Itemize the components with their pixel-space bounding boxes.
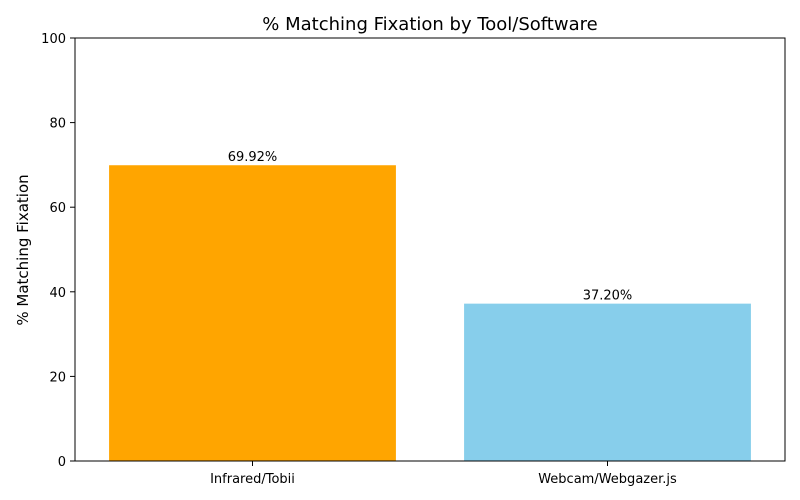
bar-2 bbox=[464, 303, 751, 461]
bar-1 bbox=[109, 165, 396, 461]
data-label-2: 37.20% bbox=[583, 289, 633, 304]
chart-title: % Matching Fixation by Tool/Software bbox=[262, 14, 597, 35]
y-tick-label-6: 100 bbox=[41, 32, 66, 47]
data-label-1: 69.92% bbox=[228, 150, 278, 165]
y-tick-label-3: 40 bbox=[49, 286, 66, 301]
y-tick-label-1: 0 bbox=[58, 455, 66, 470]
x-tick-label-1: Infrared/Tobii bbox=[210, 472, 295, 487]
x-tick-label-2: Webcam/Webgazer.js bbox=[538, 472, 677, 487]
y-tick-label-5: 80 bbox=[49, 117, 66, 132]
plot-frame bbox=[74, 37, 786, 462]
y-tick-label-2: 20 bbox=[49, 370, 66, 385]
y-tick-label-4: 60 bbox=[49, 201, 66, 216]
y-axis-label: % Matching Fixation bbox=[14, 174, 32, 325]
plot-area: 69.92% Infrared/Tobii 37.20% Webcam/Webgaze… bbox=[41, 32, 786, 487]
